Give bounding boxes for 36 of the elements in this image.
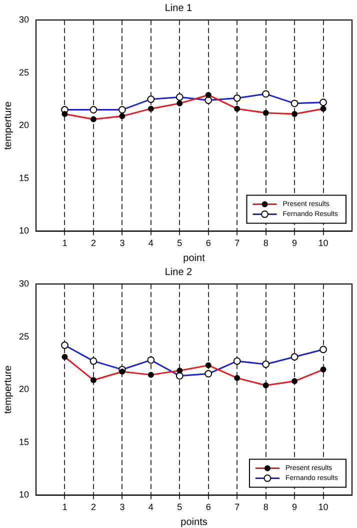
- x-tick-label: 10: [318, 502, 328, 512]
- x-tick-label: 6: [206, 502, 211, 512]
- y-tick-label: 10: [18, 226, 30, 236]
- x-tick-label: 7: [234, 502, 240, 512]
- chart-title: Line 1: [164, 2, 193, 14]
- x-tick-label: 7: [234, 238, 240, 248]
- y-tick-label: 15: [18, 436, 30, 447]
- y-tick-label: 10: [18, 490, 30, 500]
- x-tick-label: 4: [148, 502, 154, 512]
- y-tick-label: 25: [18, 331, 30, 342]
- y-tick-label: 30: [18, 278, 30, 288]
- y-axis-title: temperture: [2, 364, 14, 414]
- x-tick-label: 5: [177, 238, 182, 248]
- x-tick-label: 3: [120, 238, 125, 248]
- y-tick-label: 15: [18, 172, 30, 183]
- x-tick-label: 1: [62, 502, 68, 512]
- y-tick-label: 20: [18, 120, 30, 130]
- x-tick-label: 4: [148, 238, 154, 248]
- y-tick-label: 20: [18, 384, 30, 394]
- x-tick-label: 6: [206, 238, 211, 248]
- x-tick-label: 2: [90, 502, 96, 512]
- y-tick-label: 25: [18, 67, 30, 78]
- y-tick-label: 30: [18, 14, 30, 24]
- chart-title: Line 2: [164, 266, 193, 278]
- x-axis-title: points: [180, 516, 208, 528]
- x-tick-label: 8: [263, 502, 268, 512]
- x-tick-label: 5: [177, 502, 182, 512]
- x-tick-label: 2: [90, 238, 96, 248]
- x-tick-label: 9: [292, 502, 298, 512]
- y-axis-title: temperture: [2, 100, 14, 150]
- x-tick-label: 3: [120, 502, 125, 512]
- x-tick-label: 1: [62, 238, 68, 248]
- x-tick-label: 10: [318, 238, 328, 248]
- x-tick-label: 8: [263, 238, 268, 248]
- x-axis-title: point: [183, 252, 206, 264]
- x-tick-label: 9: [292, 238, 298, 248]
